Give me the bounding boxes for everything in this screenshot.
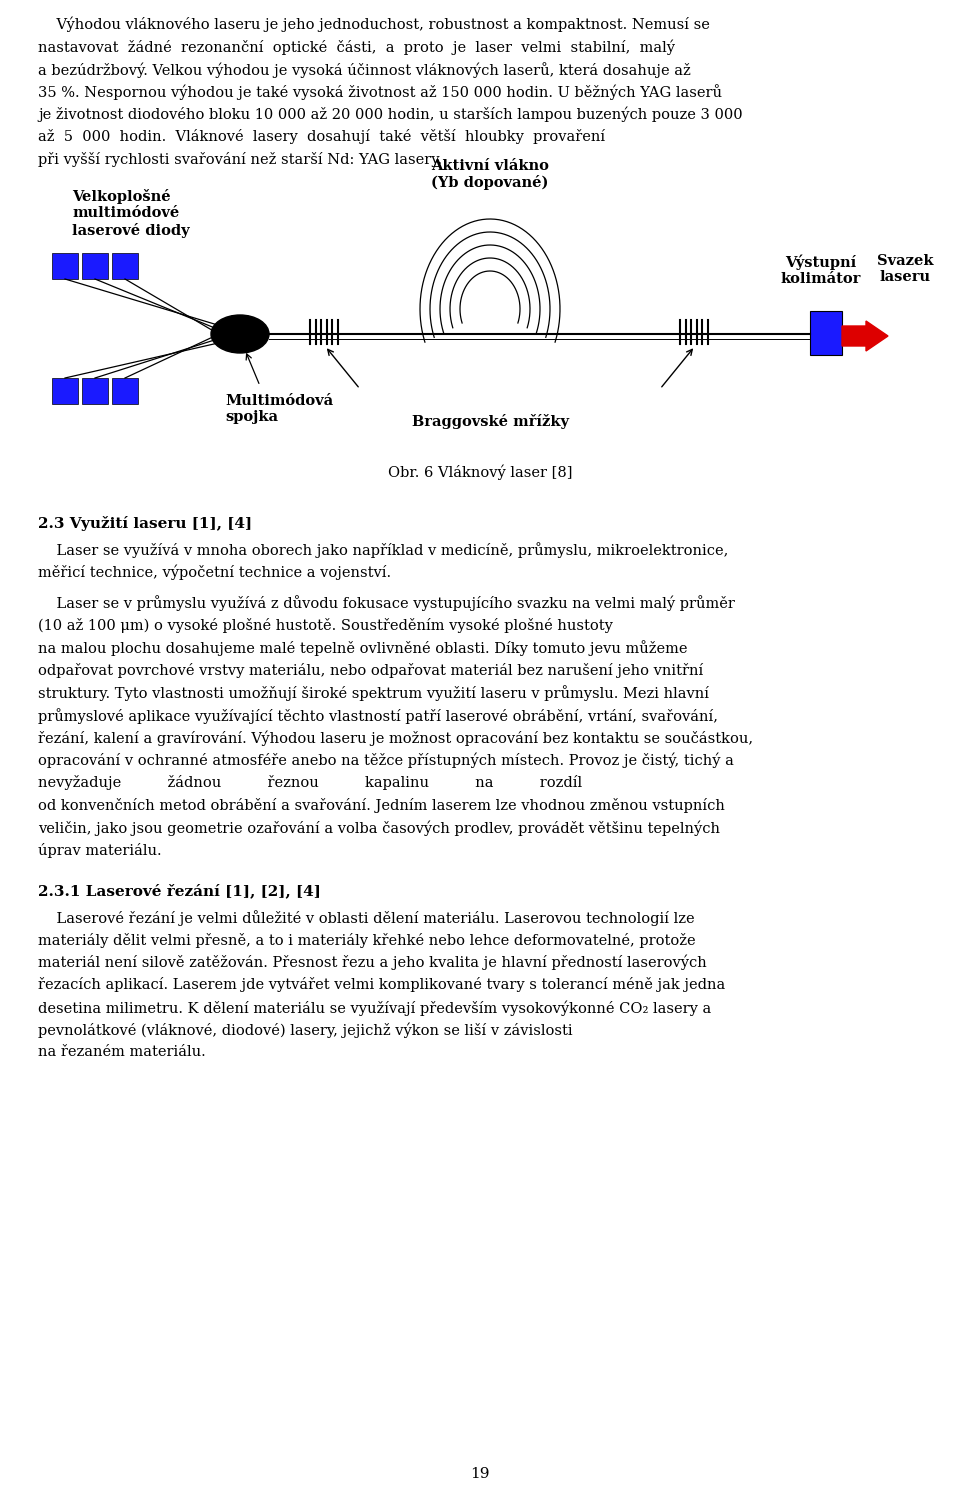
Text: nastavovat  žádné  rezonanční  optické  části,  a  proto  je  laser  velmi  stab: nastavovat žádné rezonanční optické část… <box>38 39 675 54</box>
Text: Laserové řezání je velmi důležité v oblasti dělení materiálu. Laserovou technolo: Laserové řezání je velmi důležité v obla… <box>38 910 695 927</box>
Text: je životnost diodového bloku 10 000 až 20 000 hodin, u starších lampou buzených : je životnost diodového bloku 10 000 až 2… <box>38 107 743 122</box>
Text: odpařovat povrchové vrstvy materiálu, nebo odpařovat materiál bez narušení jeho : odpařovat povrchové vrstvy materiálu, ne… <box>38 662 704 678</box>
Bar <box>52 254 78 279</box>
Text: 2.3 Využití laseru [1], [4]: 2.3 Využití laseru [1], [4] <box>38 516 252 531</box>
Text: Obr. 6 Vláknový laser [8]: Obr. 6 Vláknový laser [8] <box>388 463 572 480</box>
Text: Výstupní
kolimátor: Výstupní kolimátor <box>780 254 861 285</box>
Text: 35 %. Nespornou výhodou je také vysoká životnost až 150 000 hodin. U běžných YAG: 35 %. Nespornou výhodou je také vysoká ž… <box>38 85 722 101</box>
Text: Velkoplošné
multimódové
laserové diody: Velkoplošné multimódové laserové diody <box>72 189 190 237</box>
Text: na malou plochu dosahujeme malé tepelně ovlivněné oblasti. Díky tomuto jevu může: na malou plochu dosahujeme malé tepelně … <box>38 640 687 656</box>
Bar <box>112 254 138 279</box>
Text: nevyžaduje          žádnou          řeznou          kapalinu          na        : nevyžaduje žádnou řeznou kapalinu na <box>38 776 582 791</box>
Text: struktury. Tyto vlastnosti umožňují široké spektrum využití laseru v průmyslu. M: struktury. Tyto vlastnosti umožňují širo… <box>38 685 709 702</box>
Text: při vyšší rychlosti svařování než starší Nd: YAG lasery.: při vyšší rychlosti svařování než starší… <box>38 152 443 167</box>
Text: měřicí technice, výpočetní technice a vojenství.: měřicí technice, výpočetní technice a vo… <box>38 564 391 581</box>
Text: materiály dělit velmi přesně, a to i materiály křehké nebo lehce deformovatelné,: materiály dělit velmi přesně, a to i mat… <box>38 933 696 948</box>
Text: až  5  000  hodin.  Vláknové  lasery  dosahují  také  větší  hloubky  provaření: až 5 000 hodin. Vláknové lasery dosahují… <box>38 130 605 145</box>
Text: desetina milimetru. K dělení materiálu se využívají především vysokovýkonné CO₂ : desetina milimetru. K dělení materiálu s… <box>38 1000 711 1016</box>
Text: pevnolátkové (vláknové, diodové) lasery, jejichž výkon se liší v závislosti: pevnolátkové (vláknové, diodové) lasery,… <box>38 1023 572 1038</box>
Text: Aktivní vlákno
(Yb dopované): Aktivní vlákno (Yb dopované) <box>431 158 549 190</box>
Bar <box>810 311 842 355</box>
Bar <box>52 377 78 404</box>
Text: a bezúdržbový. Velkou výhodou je vysoká účinnost vláknových laserů, která dosahu: a bezúdržbový. Velkou výhodou je vysoká … <box>38 62 691 78</box>
Text: materiál není silově zatěžován. Přesnost řezu a jeho kvalita je hlavní předností: materiál není silově zatěžován. Přesnost… <box>38 955 707 970</box>
Text: 2.3.1 Laserové řezání [1], [2], [4]: 2.3.1 Laserové řezání [1], [2], [4] <box>38 883 321 898</box>
Ellipse shape <box>211 315 269 353</box>
Bar <box>82 377 108 404</box>
Text: průmyslové aplikace využívající těchto vlastností patří laserové obrábění, vrtán: průmyslové aplikace využívající těchto v… <box>38 708 718 724</box>
Text: úprav materiálu.: úprav materiálu. <box>38 844 161 859</box>
Text: od konvenčních metod obrábění a svařování. Jedním laserem lze vhodnou změnou vst: od konvenčních metod obrábění a svařován… <box>38 798 725 813</box>
Text: na řezaném materiálu.: na řezaném materiálu. <box>38 1046 205 1059</box>
Text: Výhodou vláknového laseru je jeho jednoduchost, robustnost a kompaktnost. Nemusí: Výhodou vláknového laseru je jeho jednod… <box>38 17 709 33</box>
Text: řezání, kalení a gravírování. Výhodou laseru je možnost opracování bez kontaktu : řezání, kalení a gravírování. Výhodou la… <box>38 730 754 745</box>
Text: řezacích aplikací. Laserem jde vytvářet velmi komplikované tvary s tolerancí mén: řezacích aplikací. Laserem jde vytvářet … <box>38 978 725 993</box>
Bar <box>82 254 108 279</box>
Bar <box>112 377 138 404</box>
Text: Multimódová
spojka: Multimódová spojka <box>225 394 333 424</box>
Text: Svazek
laseru: Svazek laseru <box>876 254 933 284</box>
Text: 19: 19 <box>470 1467 490 1480</box>
FancyArrow shape <box>842 321 888 352</box>
Text: opracování v ochranné atmosféře anebo na těžce přístupných místech. Provoz je či: opracování v ochranné atmosféře anebo na… <box>38 753 733 768</box>
Text: Laser se využívá v mnoha oborech jako například v medicíně, průmyslu, mikroelekt: Laser se využívá v mnoha oborech jako na… <box>38 543 729 558</box>
Text: Braggovské mřížky: Braggovské mřížky <box>412 413 568 429</box>
Text: veličin, jako jsou geometrie ozařování a volba časových prodlev, provádět většin: veličin, jako jsou geometrie ozařování a… <box>38 821 720 836</box>
Text: (10 až 100 μm) o vysoké plošné hustotě. Soustředěním vysoké plošné hustoty: (10 až 100 μm) o vysoké plošné hustotě. … <box>38 619 612 632</box>
Text: Laser se v průmyslu využívá z důvodu fokusace vystupujícího svazku na velmi malý: Laser se v průmyslu využívá z důvodu fok… <box>38 596 734 611</box>
